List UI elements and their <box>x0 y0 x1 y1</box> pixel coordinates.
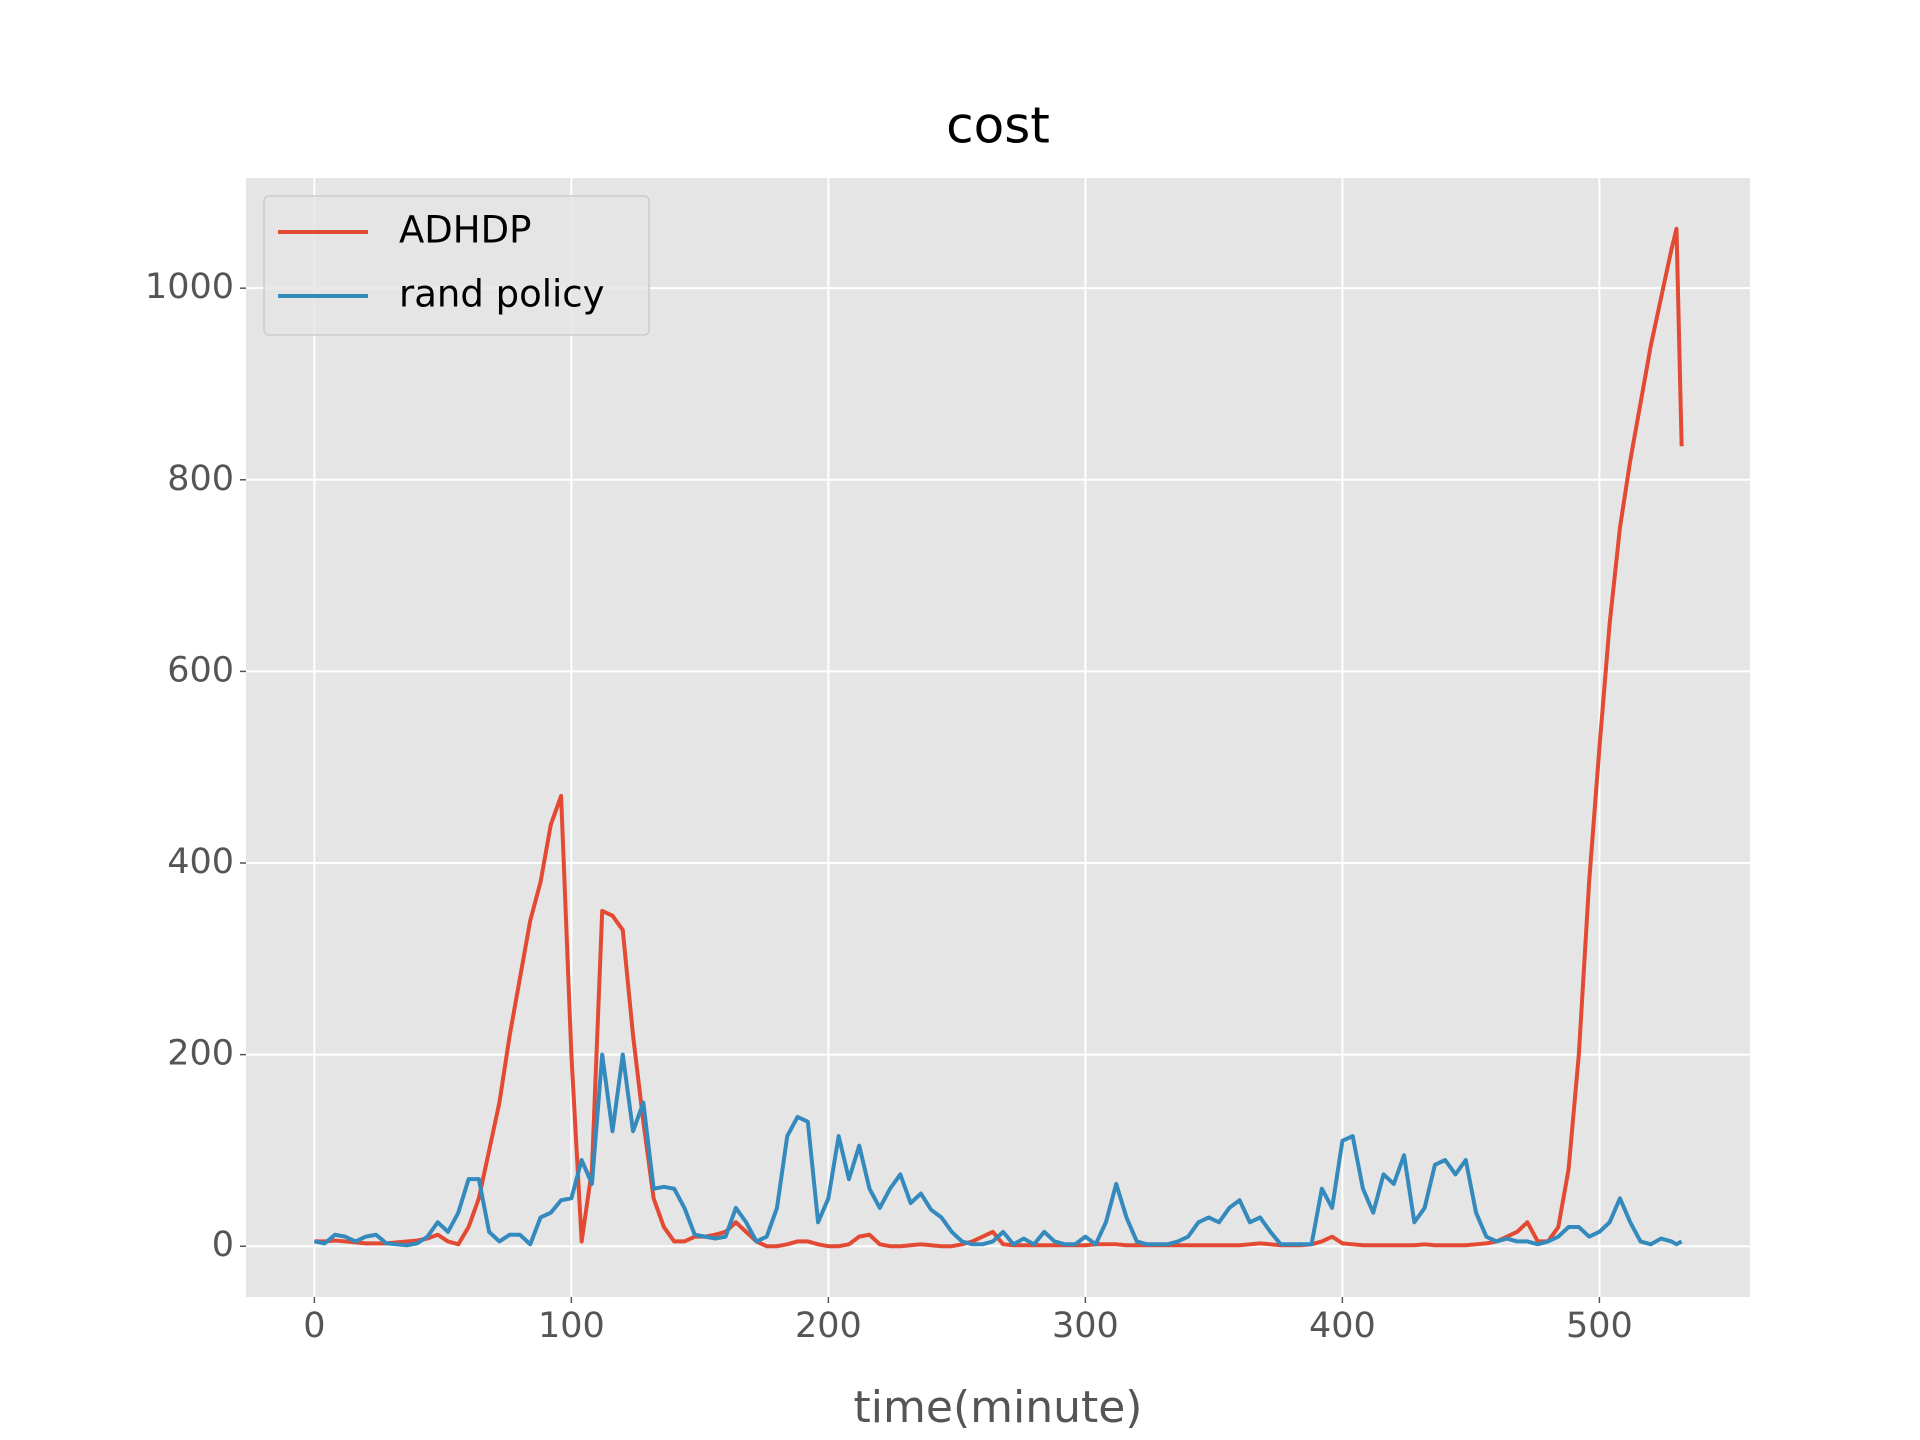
ticks: 0 100 200 300 400 500 0 200 400 600 800 1000 <box>145 267 1633 1346</box>
plot-area <box>246 178 1750 1297</box>
x-tick-label: 200 <box>795 1306 862 1346</box>
y-tick-label: 0 <box>212 1225 234 1265</box>
y-tick-label: 400 <box>167 842 234 882</box>
x-tick-label: 100 <box>538 1306 605 1346</box>
x-tick-label: 0 <box>303 1306 325 1346</box>
x-tick-label: 400 <box>1309 1306 1376 1346</box>
y-tick-label: 1000 <box>145 267 234 307</box>
x-tick-label: 500 <box>1566 1306 1633 1346</box>
chart-title: cost <box>946 97 1050 155</box>
series-line <box>314 226 1684 1249</box>
series-line <box>313 1052 1683 1248</box>
legend-label: rand policy <box>399 273 605 316</box>
legend: ADHDP rand policy <box>263 195 650 336</box>
y-tick-label: 200 <box>167 1034 234 1074</box>
y-tick-label: 800 <box>167 459 234 499</box>
y-tick-label: 600 <box>167 650 234 690</box>
legend-label: ADHDP <box>399 209 531 252</box>
x-tick-label: 300 <box>1052 1306 1119 1346</box>
lines <box>313 226 1684 1249</box>
x-axis-label: time(minute) <box>854 1382 1143 1433</box>
